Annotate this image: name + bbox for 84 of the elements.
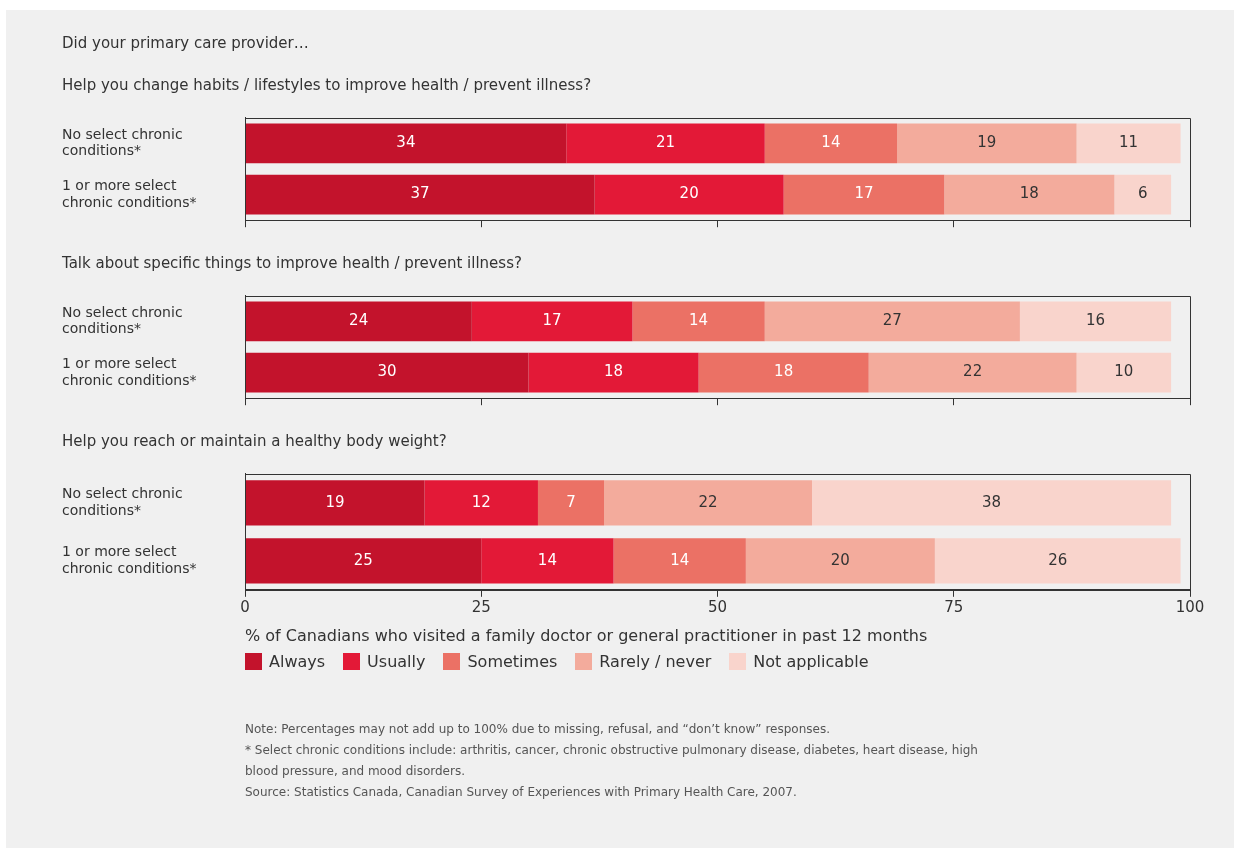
bar: [897, 123, 1077, 164]
bar: [764, 123, 898, 164]
data-label: 37: [410, 184, 430, 203]
data-label: 14: [689, 311, 709, 330]
x-tick-label: 0: [240, 597, 250, 616]
data-label: 20: [679, 184, 699, 203]
data-label: 38: [982, 492, 1002, 511]
bar: [783, 174, 945, 215]
bar: [698, 352, 869, 393]
chart-title: Talk about specific things to improve health / prevent illness?: [62, 254, 523, 272]
bar: [481, 538, 614, 584]
bar: [632, 301, 765, 342]
bar: [604, 480, 812, 526]
data-label: 12: [471, 492, 491, 511]
bar: [745, 538, 935, 584]
data-label: 17: [854, 184, 874, 203]
x-tick-label: 25: [471, 597, 491, 616]
bar: [528, 352, 699, 393]
data-label: 14: [821, 133, 841, 152]
x-tick-label: 100: [1175, 597, 1205, 616]
bar: [245, 301, 472, 342]
bar: [424, 480, 538, 526]
bar: [1076, 352, 1172, 393]
bar: [594, 174, 784, 215]
bar: [245, 538, 482, 584]
bar: [537, 480, 605, 526]
data-label: 22: [963, 362, 983, 381]
legend-label: Sometimes: [467, 652, 558, 671]
bar: [934, 538, 1181, 584]
y-tick-label: 1 or more select chronic conditions*: [62, 176, 197, 210]
x-tick-label: 75: [944, 597, 964, 616]
chart-title: Help you reach or maintain a healthy body weight?: [62, 432, 448, 450]
data-label: 19: [325, 492, 345, 511]
data-label: 18: [774, 362, 794, 381]
chart-title: Did your primary care provider…: [62, 34, 310, 52]
bar: [245, 174, 595, 215]
data-label: 24: [349, 311, 369, 330]
source-note: Source: Statistics Canada, Canadian Survey of Experiences with Primary Health Care, 2007.: [245, 784, 798, 801]
legend-label: Usually: [367, 652, 426, 671]
bar: [245, 480, 425, 526]
bar: [613, 538, 746, 584]
y-tick-label: No select chronic conditions*: [62, 485, 183, 518]
data-label: 14: [537, 550, 557, 569]
data-label: 17: [542, 311, 562, 330]
text: Note: Percentages may not add up to 100% due to missing, refusal, and “don’t know” responses.: [245, 721, 831, 738]
data-label: 18: [1019, 184, 1039, 203]
bar: [1114, 174, 1172, 215]
data-label: 16: [1085, 311, 1106, 330]
text: * Select chronic conditions include: arthritis, cancer, chronic obstructive pulmonary disease, diabetes, heart disease, high blood pressure, and mood disorders.: [245, 742, 979, 780]
bar: [1019, 301, 1172, 342]
x-axis-title: % of Canadians who visited a family doctor or general practitioner in past 12 months: [245, 625, 928, 645]
legend-label: Always: [269, 652, 326, 671]
data-label: 6: [1137, 184, 1148, 203]
bar: [566, 123, 765, 164]
bar: [245, 123, 567, 164]
data-label: 7: [566, 492, 576, 511]
y-tick-label: No select chronic conditions*: [62, 303, 183, 337]
bar: [471, 301, 633, 342]
data-label: 18: [604, 362, 624, 381]
data-label: 19: [977, 133, 997, 152]
bar: [812, 480, 1172, 526]
data-label: 14: [670, 550, 690, 569]
legend-label: Not applicable: [753, 652, 869, 671]
chart-subtitle: Help you change habits / lifestyles to improve health / prevent illness?: [62, 76, 593, 94]
data-label: 10: [1114, 362, 1134, 381]
bar: [1076, 123, 1181, 164]
bar: [245, 352, 529, 393]
bar: [764, 301, 1020, 342]
data-label: 30: [377, 362, 397, 381]
bar: [944, 174, 1115, 215]
legend-label: Rarely / never: [599, 652, 712, 671]
y-tick-label: 1 or more select chronic conditions*: [62, 543, 197, 576]
y-tick-label: 1 or more select chronic conditions*: [62, 354, 197, 388]
data-label: 22: [698, 492, 718, 511]
data-label: 20: [830, 550, 850, 569]
data-label: 26: [1048, 550, 1068, 569]
bar: [868, 352, 1077, 393]
data-label: 25: [353, 550, 373, 569]
x-tick-label: 50: [707, 597, 728, 616]
y-tick-label: No select chronic conditions*: [62, 125, 183, 159]
data-label: 27: [882, 311, 902, 330]
data-label: 21: [655, 133, 676, 152]
data-label: 34: [396, 133, 416, 152]
data-label: 11: [1119, 133, 1139, 152]
